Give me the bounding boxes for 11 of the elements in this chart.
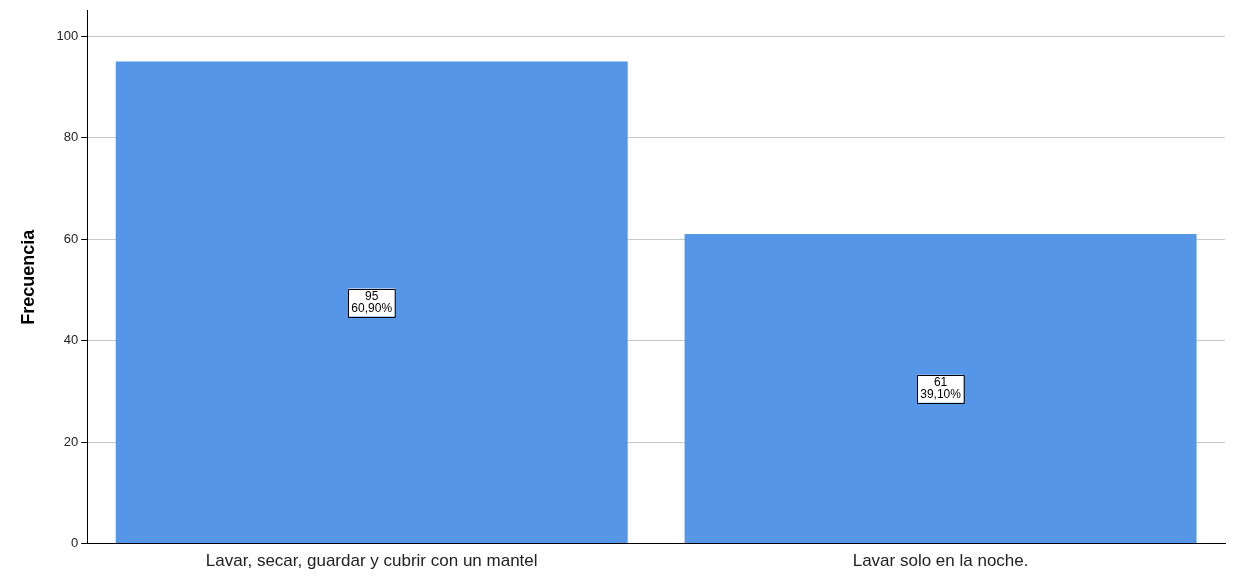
y-tick-label: 0 (71, 535, 79, 551)
y-tick-label: 40 (63, 332, 79, 348)
data-label: 95 60,90% (351, 288, 393, 315)
data-label: 61 39,10% (920, 375, 962, 402)
y-tick-label: 100 (56, 27, 79, 43)
y-tick-label: 20 (63, 433, 79, 449)
y-tick-label: 80 (63, 129, 79, 145)
y-axis-title: Frecuencia (17, 228, 38, 325)
x-tick-label: Lavar solo en la noche. (852, 551, 1029, 571)
x-tick-label: Lavar, secar, guardar y cubrir con un mantel (205, 551, 538, 571)
y-tick-label: 60 (63, 230, 79, 246)
